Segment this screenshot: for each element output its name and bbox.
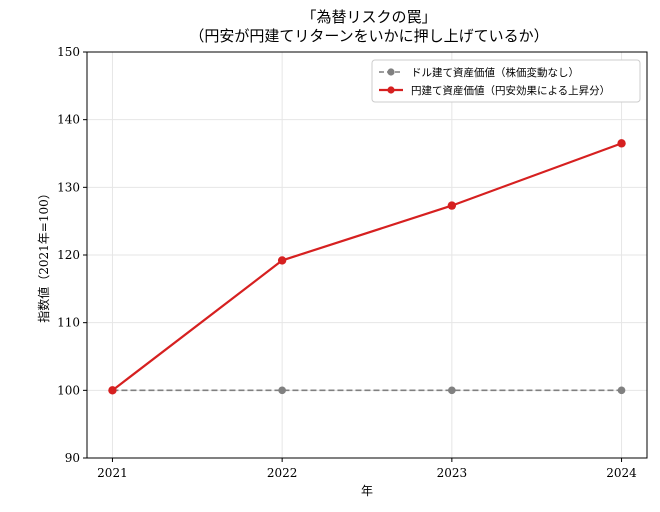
x-tick-label: 2021	[97, 466, 128, 480]
series-1-point	[617, 386, 626, 395]
legend-swatch-marker-1	[387, 68, 395, 76]
y-tick-label: 150	[57, 45, 80, 59]
y-tick-label: 100	[57, 383, 80, 397]
series-line-2	[111, 142, 622, 392]
series-2-point	[447, 201, 457, 210]
series-1-point	[278, 386, 286, 395]
y-tick-label: 90	[65, 451, 80, 465]
y-tick-label: 110	[57, 316, 80, 330]
x-axis-label: 年	[361, 484, 373, 498]
series-layer	[108, 139, 626, 395]
y-axis: 90 100 110 120 130 140 150	[57, 45, 87, 465]
legend-box	[371, 59, 641, 103]
y-axis-label: 指数値（2021年=100）	[36, 187, 51, 323]
x-tick-label: 2024	[606, 466, 637, 480]
grid	[87, 51, 647, 459]
y-tick-label: 140	[57, 113, 80, 127]
y-tick-label: 130	[57, 180, 80, 194]
series-2-point	[108, 386, 117, 395]
x-axis: 2021 2022 2023 2024	[97, 458, 637, 480]
x-tick-label: 2022	[267, 466, 298, 480]
legend-entry-2: 円建て資産価値（円安効果による上昇分）	[411, 84, 610, 97]
chart-title-line-1: 「為替リスクの罠」	[301, 8, 436, 26]
legend-swatch-marker-2	[387, 86, 395, 94]
x-tick-label: 2023	[437, 466, 468, 480]
series-2-point	[617, 139, 626, 148]
series-2-point	[277, 256, 287, 265]
chart-title-line-2: （円安が円建てリターンをいかに押し上げているか）	[189, 27, 548, 45]
legend: ドル建て資産価値（株価変動なし） 円建て資産価値（円安効果による上昇分）	[371, 59, 641, 103]
series-1-point	[448, 386, 456, 395]
y-tick-label: 120	[57, 248, 80, 262]
legend-entry-1: ドル建て資産価値（株価変動なし）	[411, 66, 579, 79]
